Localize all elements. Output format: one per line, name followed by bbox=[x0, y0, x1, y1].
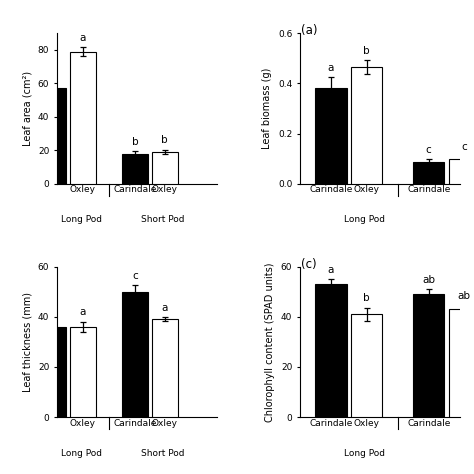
Text: a: a bbox=[162, 303, 168, 313]
Text: (a): (a) bbox=[301, 24, 318, 37]
Y-axis label: Leaf biomass (g): Leaf biomass (g) bbox=[262, 68, 273, 149]
Y-axis label: Leaf thickness (mm): Leaf thickness (mm) bbox=[22, 292, 32, 392]
Text: Long Pod: Long Pod bbox=[61, 449, 101, 458]
Y-axis label: Chlorophyll content (SPAD units): Chlorophyll content (SPAD units) bbox=[265, 262, 275, 421]
Text: a: a bbox=[328, 63, 334, 73]
Text: Short Pod: Short Pod bbox=[141, 449, 184, 458]
Text: b: b bbox=[363, 293, 370, 303]
Text: b: b bbox=[132, 137, 138, 146]
Text: Long Pod: Long Pod bbox=[344, 449, 385, 458]
Text: Short Pod: Short Pod bbox=[141, 215, 184, 224]
Bar bbox=[70, 327, 96, 417]
Bar bbox=[351, 67, 382, 184]
Text: Long Pod: Long Pod bbox=[61, 215, 101, 224]
Bar bbox=[449, 159, 474, 184]
Bar bbox=[413, 294, 444, 417]
Text: (c): (c) bbox=[301, 257, 317, 271]
Text: ab: ab bbox=[458, 291, 471, 301]
Bar bbox=[40, 88, 66, 184]
Text: b: b bbox=[363, 46, 370, 55]
Bar bbox=[315, 88, 346, 184]
Text: c: c bbox=[132, 271, 138, 281]
Text: ab: ab bbox=[422, 274, 435, 284]
Bar bbox=[122, 154, 148, 184]
Bar bbox=[70, 52, 96, 184]
Y-axis label: Leaf area (cm²): Leaf area (cm²) bbox=[22, 71, 32, 146]
Text: c: c bbox=[426, 145, 432, 155]
Bar bbox=[122, 292, 148, 417]
Bar bbox=[152, 152, 178, 184]
Text: Long Pod: Long Pod bbox=[344, 215, 385, 224]
Bar bbox=[152, 319, 178, 417]
Bar bbox=[40, 327, 66, 417]
Bar bbox=[449, 309, 474, 417]
Bar bbox=[315, 284, 346, 417]
Text: c: c bbox=[461, 142, 467, 152]
Text: b: b bbox=[162, 136, 168, 146]
Bar bbox=[351, 314, 382, 417]
Text: a: a bbox=[328, 264, 334, 274]
Text: a: a bbox=[80, 33, 86, 43]
Bar bbox=[413, 163, 444, 184]
Text: a: a bbox=[80, 307, 86, 317]
